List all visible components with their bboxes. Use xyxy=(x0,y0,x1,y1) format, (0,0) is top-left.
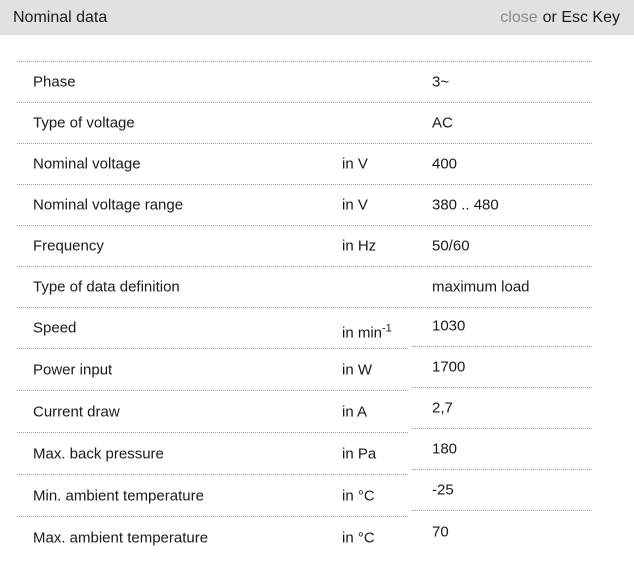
value-row-max-ambient-temperature: 70 xyxy=(412,511,592,552)
row-unit-text: in Hz xyxy=(342,237,377,255)
row-unit: in Pa xyxy=(342,445,376,462)
table-row-max-ambient-temperature: Max. ambient temperature in °C xyxy=(17,517,408,559)
row-value: 2,7 xyxy=(432,399,453,417)
row-label: Nominal voltage range xyxy=(33,196,184,214)
row-unit-superscript: -1 xyxy=(382,322,392,334)
row-unit: in V xyxy=(342,156,368,173)
row-unit: in V xyxy=(342,197,368,214)
row-unit-text: in V xyxy=(342,196,368,214)
row-unit-text: in V xyxy=(342,155,368,173)
row-label: Max. back pressure xyxy=(33,445,164,462)
row-unit-text: in °C xyxy=(342,487,375,504)
row-unit: in °C xyxy=(342,530,375,547)
row-value: 1030 xyxy=(432,317,466,335)
table-row-speed: Speed in min-1 xyxy=(17,307,408,349)
row-label: Min. ambient temperature xyxy=(33,487,204,504)
close-area: close or Esc Key xyxy=(500,9,620,27)
row-value: maximum load xyxy=(432,278,530,296)
table-row-nominal-voltage-range: Nominal voltage range in V 380 .. 480 xyxy=(17,185,592,226)
row-value: 1700 xyxy=(432,358,466,376)
close-button[interactable]: close xyxy=(500,8,538,26)
row-unit-text: in min xyxy=(342,324,383,341)
row-label: Speed xyxy=(33,319,77,336)
row-value: 70 xyxy=(432,523,449,540)
close-hint: or Esc Key xyxy=(542,8,620,26)
row-unit: in °C xyxy=(342,487,375,504)
value-row-speed: 1030 xyxy=(412,306,592,347)
table-row-min-ambient-temperature: Min. ambient temperature in °C xyxy=(17,475,408,517)
table-row-type-of-data-definition: Type of data definition maximum load xyxy=(17,267,592,308)
table-row-phase: Phase 3~ xyxy=(17,62,592,103)
dialog-header: Nominal data close or Esc Key xyxy=(0,0,634,35)
table-row-frequency: Frequency in Hz 50/60 xyxy=(17,226,592,267)
row-label: Current draw xyxy=(33,403,120,420)
row-unit: in A xyxy=(342,403,367,420)
dialog-title: Nominal data xyxy=(13,8,108,26)
value-row-current-draw: 2,7 xyxy=(412,388,592,429)
row-unit-text: in W xyxy=(342,361,372,378)
row-unit-text: in °C xyxy=(342,529,375,547)
row-label: Max. ambient temperature xyxy=(33,529,209,547)
value-row-max-back-pressure: 180 xyxy=(412,429,592,470)
row-unit-text: in A xyxy=(342,403,368,420)
row-value: 380 .. 480 xyxy=(432,196,499,214)
row-value: AC xyxy=(432,114,453,132)
row-label: Nominal voltage xyxy=(33,155,141,173)
row-label: Power input xyxy=(33,361,113,378)
table-row-power-input: Power input in W xyxy=(17,349,408,391)
spec-table-lower-values: 1030 1700 2,7 180 -25 70 xyxy=(412,306,592,552)
row-unit-text: in Pa xyxy=(342,445,377,462)
row-value: 400 xyxy=(432,155,458,173)
row-value: 50/60 xyxy=(432,237,470,255)
row-unit: in Hz xyxy=(342,238,376,255)
table-row-max-back-pressure: Max. back pressure in Pa xyxy=(17,433,408,475)
value-row-min-ambient-temperature: -25 xyxy=(412,470,592,511)
row-label: Phase xyxy=(33,73,76,91)
value-row-power-input: 1700 xyxy=(412,347,592,388)
spec-table-lower-labels: Speed in min-1 Power input in W Current … xyxy=(17,307,408,559)
row-value: 180 xyxy=(432,440,458,458)
spec-table-upper: Phase 3~ Type of voltage AC Nominal volt… xyxy=(17,61,592,308)
table-row-nominal-voltage: Nominal voltage in V 400 xyxy=(17,144,592,185)
row-label: Type of voltage xyxy=(33,114,135,132)
row-value: -25 xyxy=(432,481,454,499)
row-label: Frequency xyxy=(33,237,104,255)
row-unit: in W xyxy=(342,361,372,378)
row-value: 3~ xyxy=(432,73,450,91)
table-row-current-draw: Current draw in A xyxy=(17,391,408,433)
row-label: Type of data definition xyxy=(33,278,180,296)
table-row-type-of-voltage: Type of voltage AC xyxy=(17,103,592,144)
row-unit: in min-1 xyxy=(342,322,392,342)
